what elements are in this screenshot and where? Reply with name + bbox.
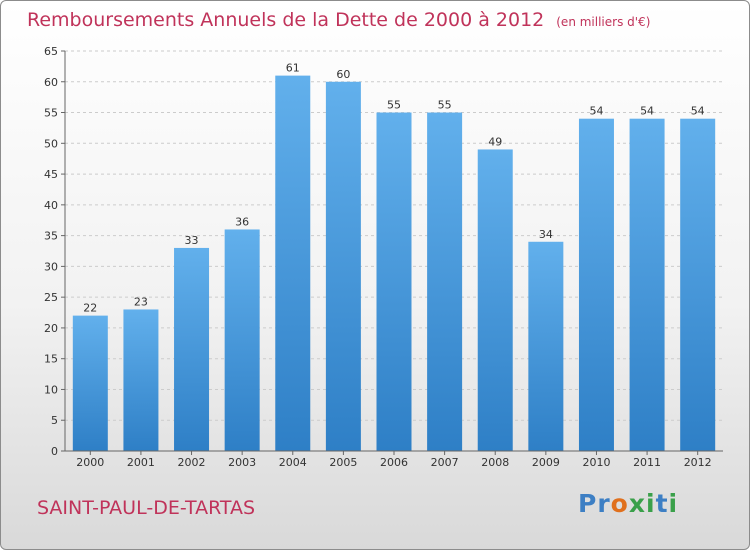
y-tick-label: 15 [44, 353, 58, 366]
bar-2008 [477, 149, 513, 451]
value-labels: 22 23 33 36 61 60 55 55 49 34 54 54 54 [83, 62, 704, 315]
bar-2004 [275, 75, 311, 451]
y-tick-label: 30 [44, 260, 58, 273]
x-tick-label-2011: 2011 [633, 456, 661, 469]
value-label-2011: 54 [640, 105, 654, 118]
y-tick-label: 35 [44, 230, 58, 243]
y-tick-label: 20 [44, 322, 58, 335]
bars [72, 75, 716, 452]
value-label-2012: 54 [691, 105, 705, 118]
value-label-2004: 61 [286, 62, 300, 75]
bar-2010 [578, 118, 614, 451]
bar-2002 [174, 247, 210, 451]
value-label-2005: 60 [336, 68, 350, 81]
y-tick-label: 45 [44, 168, 58, 181]
value-label-2006: 55 [387, 99, 401, 112]
x-tick-label-2001: 2001 [127, 456, 155, 469]
x-tick-label-2007: 2007 [431, 456, 459, 469]
y-tick-label: 55 [44, 107, 58, 120]
y-tick-label: 10 [44, 383, 58, 396]
value-label-2002: 33 [185, 234, 199, 247]
y-tick-label: 60 [44, 76, 58, 89]
bar-2005 [325, 81, 361, 452]
bar-2001 [123, 309, 159, 451]
x-tick-label-2010: 2010 [582, 456, 610, 469]
city-name: SAINT-PAUL-DE-TARTAS [37, 497, 256, 519]
value-label-2001: 23 [134, 295, 148, 308]
chart-title: Remboursements Annuels de la Dette de 20… [27, 9, 650, 31]
x-tick-label-2009: 2009 [532, 456, 560, 469]
value-label-2010: 54 [589, 105, 603, 118]
bar-2000 [72, 315, 108, 451]
proxiti-logo: Proxiti [578, 489, 679, 518]
axes: 0 5 10 15 20 25 30 35 40 45 50 55 60 65 2000 2001 2002 20… [44, 45, 723, 469]
x-tick-label-2005: 2005 [329, 456, 357, 469]
x-tick-label-2004: 2004 [279, 456, 307, 469]
y-tick-label: 5 [51, 414, 58, 427]
bar-2009 [528, 241, 564, 451]
x-tick-label-2012: 2012 [684, 456, 712, 469]
bar-2003 [224, 229, 260, 451]
value-label-2009: 34 [539, 228, 553, 241]
y-tick-label: 40 [44, 199, 58, 212]
x-tick-label-2008: 2008 [481, 456, 509, 469]
bar-2006 [376, 112, 412, 452]
value-label-2008: 49 [488, 135, 502, 148]
value-label-2007: 55 [438, 99, 452, 112]
y-tick-label: 0 [51, 445, 58, 458]
x-tick-label-2003: 2003 [228, 456, 256, 469]
unit-note: (en milliers d'€) [556, 15, 651, 29]
y-tick-label: 25 [44, 291, 58, 304]
value-label-2003: 36 [235, 215, 249, 228]
bar-2011 [629, 118, 665, 451]
bar-2012 [680, 118, 716, 451]
value-label-2000: 22 [83, 302, 97, 315]
chart-title-text: Remboursements Annuels de la Dette de 20… [27, 9, 545, 31]
bar-2007 [427, 112, 463, 452]
x-tick-label-2006: 2006 [380, 456, 408, 469]
x-tick-label-2002: 2002 [178, 456, 206, 469]
y-tick-label: 50 [44, 137, 58, 150]
y-tick-label: 65 [44, 45, 58, 58]
x-tick-label-2000: 2000 [76, 456, 104, 469]
